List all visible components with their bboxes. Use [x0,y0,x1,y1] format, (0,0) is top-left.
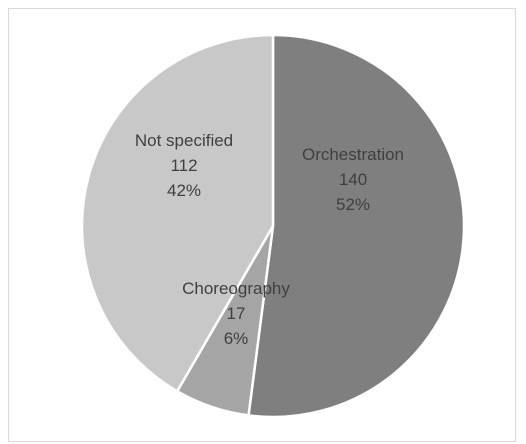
pie-slice-orchestration [247,33,466,419]
slice-name: Not specified [135,131,233,150]
pie-slices [80,33,466,419]
pie-slice-not-specified [80,33,275,393]
slice-name: Orchestration [302,145,404,164]
data-label-not-specified: Not specified 112 42% [135,131,233,200]
pie-data-labels: Orchestration 140 52% Choreography 17 6% Not s… [135,131,404,348]
slice-percent: 52% [336,195,370,214]
data-label-orchestration: Orchestration 140 52% [302,145,404,214]
slice-name: Choreography [182,279,290,298]
slice-value: 140 [339,170,367,189]
slice-value: 112 [170,156,197,175]
slice-value: 17 [227,304,246,323]
data-label-choreography: Choreography 17 6% [182,279,290,348]
slice-percent: 42% [167,181,201,200]
slice-percent: 6% [224,329,249,348]
